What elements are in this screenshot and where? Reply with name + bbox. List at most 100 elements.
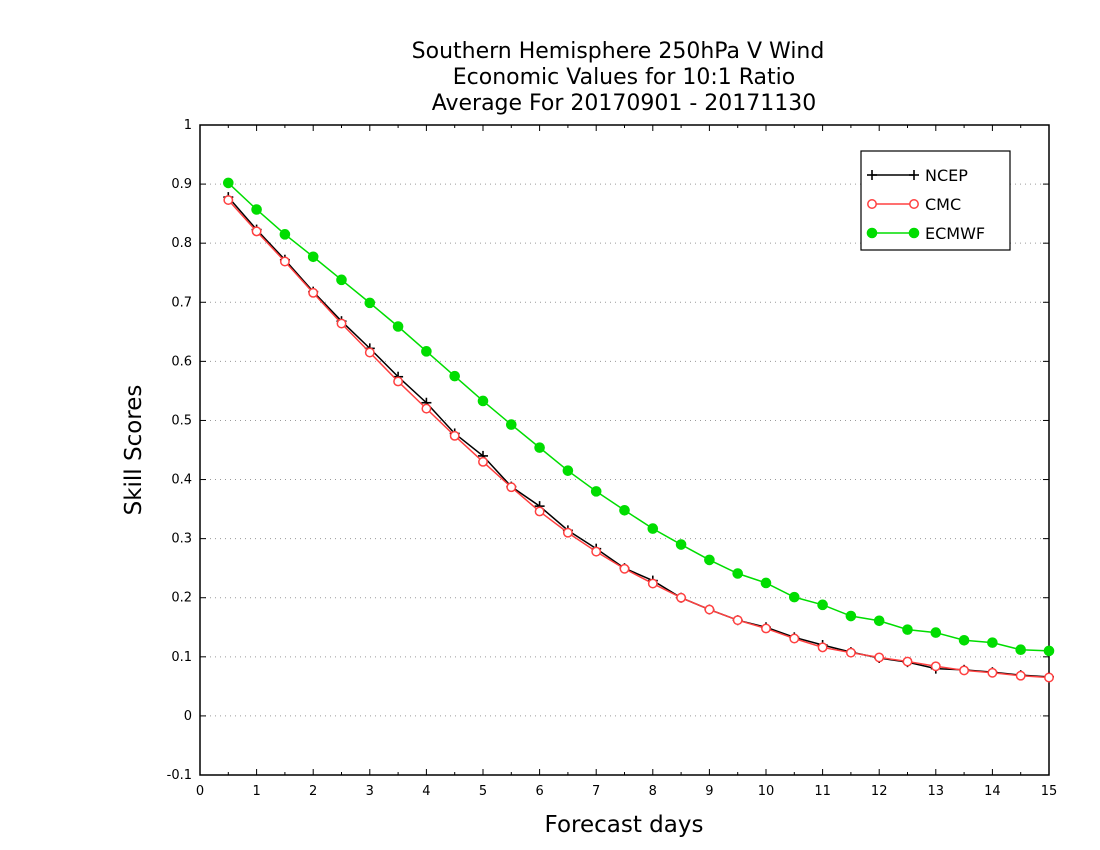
data-point-ecmwf xyxy=(704,554,715,566)
legend-label-cmc: CMC xyxy=(925,195,961,214)
data-point-ecmwf xyxy=(279,229,291,240)
data-point-ecmwf xyxy=(449,370,461,382)
data-point-ecmwf xyxy=(619,504,630,516)
x-axis-label: Forecast days xyxy=(545,812,704,838)
legend-marker-ncep xyxy=(867,170,877,180)
series-cmc xyxy=(223,195,1054,683)
y-tick-label: 0.4 xyxy=(171,473,192,488)
x-tick-label: 2 xyxy=(309,784,317,799)
data-point-ecmwf xyxy=(817,599,828,611)
data-point-cmc xyxy=(874,652,885,663)
data-point-cmc xyxy=(251,226,262,237)
data-point-cmc xyxy=(478,456,488,467)
data-point-cmc xyxy=(336,318,347,329)
data-point-cmc xyxy=(619,563,630,574)
data-point-cmc xyxy=(676,592,687,603)
title-line-2: Economic Values for 10:1 Ratio xyxy=(453,65,795,90)
data-point-ecmwf xyxy=(845,610,857,622)
series-layer xyxy=(223,177,1055,683)
data-point-ecmwf xyxy=(732,568,744,579)
data-point-ecmwf xyxy=(223,177,234,189)
data-point-ecmwf xyxy=(647,523,659,534)
x-tick-label: 4 xyxy=(422,784,430,799)
data-point-cmc xyxy=(732,615,743,626)
data-point-cmc xyxy=(562,527,573,538)
data-point-ecmwf xyxy=(675,539,687,550)
x-tick-label: 9 xyxy=(705,784,713,799)
chart-title: Southern Hemisphere 250hPa V Wind Econom… xyxy=(412,39,825,116)
data-point-ecmwf xyxy=(958,634,970,646)
y-tick-label: 1 xyxy=(184,118,192,133)
x-tick-label: 12 xyxy=(871,784,888,799)
data-point-ecmwf xyxy=(562,465,574,476)
data-point-ecmwf xyxy=(902,624,913,635)
y-tick-label: 0.2 xyxy=(171,591,192,606)
x-tick-label: 14 xyxy=(984,784,1001,799)
x-tick-label: 13 xyxy=(928,784,945,799)
data-point-cmc xyxy=(393,376,404,387)
data-point-ecmwf xyxy=(421,346,432,357)
x-tick-label: 5 xyxy=(479,784,487,799)
series-ncep xyxy=(223,192,1054,682)
y-tick-label: 0 xyxy=(184,709,192,724)
data-point-ecmwf xyxy=(534,442,545,453)
data-point-ecmwf xyxy=(760,577,772,589)
data-point-cmc xyxy=(223,195,234,205)
data-point-cmc xyxy=(902,656,913,667)
y-tick-label: 0.3 xyxy=(171,532,192,547)
x-tick-label: 7 xyxy=(592,784,600,799)
data-point-ecmwf xyxy=(251,204,262,215)
title-line-3: Average For 20170901 - 20171130 xyxy=(432,91,817,116)
x-tick-label: 11 xyxy=(814,784,831,799)
data-point-cmc xyxy=(959,665,970,676)
data-point-cmc xyxy=(930,661,941,672)
y-tick-label: 0.1 xyxy=(171,650,192,665)
series-line-ncep xyxy=(227,196,1050,678)
series-line-ecmwf xyxy=(227,182,1050,652)
y-axis-label: Skill Scores xyxy=(121,385,147,516)
legend-marker-ecmwf xyxy=(908,227,920,239)
data-point-cmc xyxy=(279,256,290,267)
data-point-cmc xyxy=(364,347,375,358)
data-point-ecmwf xyxy=(506,419,517,430)
data-point-cmc xyxy=(591,546,602,557)
y-tick-label: 0.8 xyxy=(171,236,192,251)
x-tick-label: 3 xyxy=(366,784,374,799)
y-tick-label: -0.1 xyxy=(167,768,192,783)
legend-marker-ncep xyxy=(909,170,919,180)
x-tick-label: 15 xyxy=(1041,784,1058,799)
series-line-cmc xyxy=(227,199,1050,679)
data-point-ecmwf xyxy=(477,395,489,407)
x-tick-label: 10 xyxy=(758,784,775,799)
x-tick-label: 8 xyxy=(649,784,657,799)
data-point-ecmwf xyxy=(364,297,376,309)
legend-marker-ecmwf xyxy=(866,227,878,239)
data-point-ecmwf xyxy=(336,274,347,286)
legend-label-ncep: NCEP xyxy=(925,166,968,185)
data-point-cmc xyxy=(1015,670,1026,681)
data-point-cmc xyxy=(534,506,545,517)
x-tick-label: 6 xyxy=(535,784,543,799)
data-point-ecmwf xyxy=(590,486,602,497)
y-tick-label: 0.6 xyxy=(171,354,192,369)
legend-label-ecmwf: ECMWF xyxy=(925,224,985,243)
data-point-ecmwf xyxy=(392,321,404,332)
data-point-ecmwf xyxy=(307,251,319,263)
legend-marker-cmc xyxy=(909,199,919,209)
data-point-ecmwf xyxy=(1043,645,1055,657)
y-tick-label: 0.5 xyxy=(171,413,192,428)
x-tick-label: 0 xyxy=(196,784,204,799)
data-point-cmc xyxy=(987,667,998,678)
data-point-cmc xyxy=(761,623,771,634)
data-point-cmc xyxy=(647,578,658,589)
series-ecmwf xyxy=(223,177,1055,657)
gridlines xyxy=(200,183,1049,717)
axis-ticks: -0.100.10.20.30.40.50.60.70.80.910 1 2 3 4 5 6… xyxy=(167,118,1058,799)
data-point-cmc xyxy=(817,642,828,653)
legend-marker-cmc xyxy=(867,199,877,209)
data-point-cmc xyxy=(789,633,800,644)
data-point-ecmwf xyxy=(873,615,885,627)
data-point-cmc xyxy=(449,430,460,441)
title-line-1: Southern Hemisphere 250hPa V Wind xyxy=(412,39,825,64)
